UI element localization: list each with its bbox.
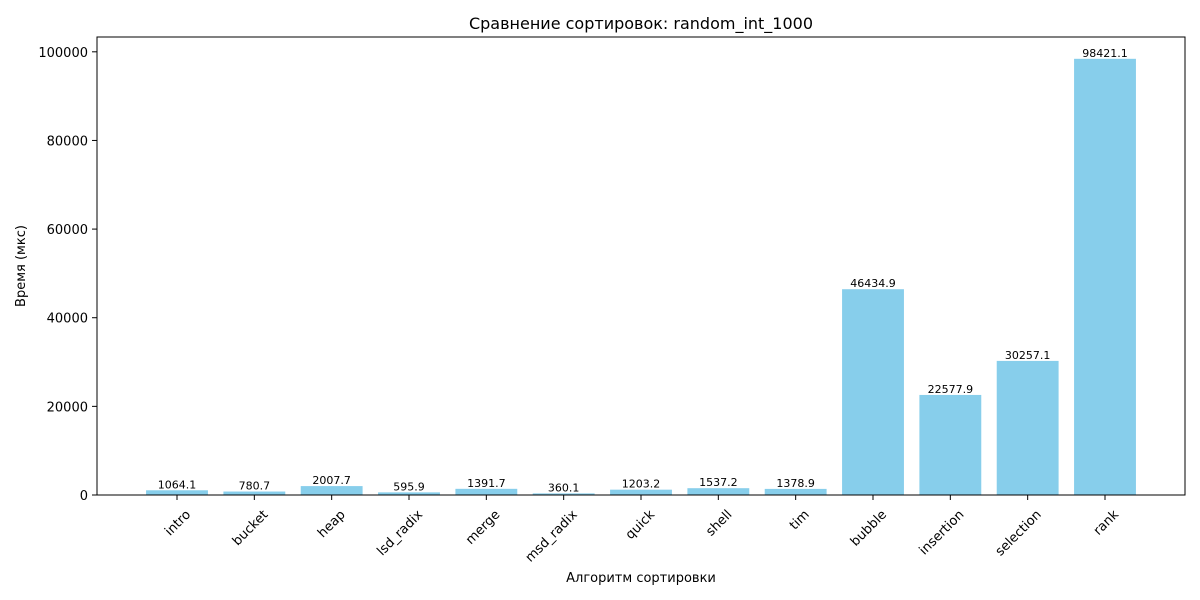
data-labels: 1064.1 780.7 2007.7 595.9 1391.7 360.1 1203.2 1… — [158, 47, 1128, 495]
bar-quick — [610, 489, 672, 495]
bar-insertion — [919, 394, 982, 495]
bar-rank — [1074, 58, 1136, 496]
bar-selection — [996, 360, 1059, 495]
y-tick-label: 40000 — [47, 312, 88, 327]
chart-title: Сравнение сортировок: random_int_1000 — [469, 14, 813, 34]
bar-shell — [687, 488, 750, 495]
data-label-heap: 2007.7 — [312, 474, 351, 487]
x-tick-label-heap: heap — [315, 507, 349, 541]
y-axis-label: Время (мкс) — [14, 225, 29, 307]
y-axis-ticks: 0 20000 40000 60000 80000 100000 — [38, 46, 97, 504]
y-tick-label: 20000 — [47, 400, 88, 415]
x-tick-label-intro: intro — [162, 507, 194, 539]
bar-bubble — [842, 289, 904, 495]
x-axis-label: Алгоритм сортировки — [566, 571, 716, 586]
y-tick-label: 100000 — [38, 46, 88, 61]
data-label-shell: 1537.2 — [699, 476, 738, 489]
x-tick-label-shell: shell — [703, 507, 735, 539]
x-tick-label-selection: selection — [993, 507, 1045, 559]
bars — [146, 58, 1136, 496]
data-label-bucket: 780.7 — [239, 480, 271, 493]
data-label-intro: 1064.1 — [158, 478, 197, 491]
data-label-msd_radix: 360.1 — [548, 481, 580, 494]
x-tick-label-bubble: bubble — [848, 507, 890, 549]
data-label-insertion: 22577.9 — [928, 383, 974, 396]
bar-tim — [764, 488, 827, 495]
data-label-quick: 1203.2 — [622, 478, 661, 491]
x-tick-label-insertion: insertion — [917, 507, 968, 558]
x-tick-label-lsd_radix: lsd_radix — [374, 507, 426, 559]
bar-msd_radix — [532, 493, 595, 495]
data-label-lsd_radix: 595.9 — [393, 480, 425, 493]
bar-heap — [300, 486, 363, 495]
x-tick-label-rank: rank — [1091, 507, 1123, 539]
y-tick-label: 80000 — [47, 134, 88, 149]
x-tick-label-tim: tim — [787, 507, 813, 533]
x-tick-label-msd_radix: msd_radix — [523, 507, 581, 565]
data-label-tim: 1378.9 — [776, 477, 815, 490]
data-label-rank: 98421.1 — [1082, 47, 1128, 60]
bar-lsd_radix — [378, 492, 440, 495]
x-tick-label-bucket: bucket — [230, 507, 272, 549]
x-tick-label-quick: quick — [623, 507, 659, 543]
bar-intro — [146, 490, 208, 495]
x-axis-ticks: intro bucket heap lsd_radix merge msd_radix qu… — [162, 495, 1122, 565]
data-label-merge: 1391.7 — [467, 477, 506, 490]
bar-merge — [455, 488, 518, 495]
data-label-bubble: 46434.9 — [850, 277, 896, 290]
data-label-selection: 30257.1 — [1005, 349, 1051, 362]
bar-bucket — [223, 491, 286, 495]
y-tick-label: 0 — [80, 489, 88, 504]
y-tick-label: 60000 — [47, 223, 88, 238]
x-tick-label-merge: merge — [463, 507, 503, 547]
